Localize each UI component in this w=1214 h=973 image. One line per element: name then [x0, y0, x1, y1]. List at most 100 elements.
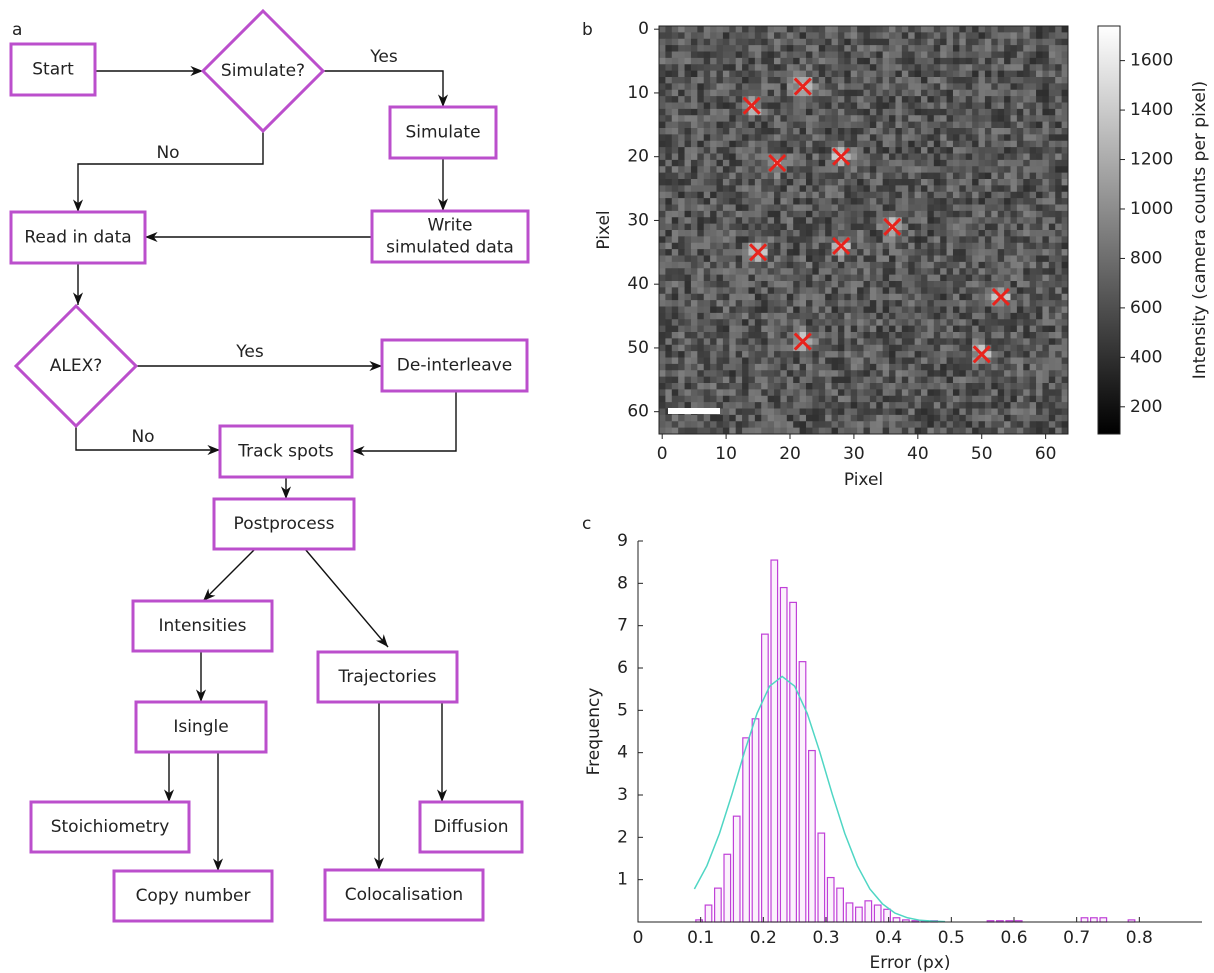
noise-pixel [946, 255, 954, 263]
noise-pixel [780, 376, 788, 384]
noise-pixel [690, 249, 698, 256]
noise-pixel [805, 64, 813, 72]
noise-pixel [665, 427, 673, 434]
noise-pixel [914, 300, 922, 307]
noise-pixel [786, 108, 794, 116]
noise-pixel [914, 408, 922, 416]
noise-pixel [780, 249, 788, 256]
noise-pixel [735, 363, 743, 371]
noise-pixel [997, 96, 1005, 103]
noise-pixel [742, 121, 749, 129]
noise-pixel [959, 204, 967, 212]
noise-pixel [959, 172, 967, 180]
process-box [218, 424, 354, 479]
noise-pixel [940, 312, 947, 320]
noise-pixel [825, 312, 832, 320]
noise-pixel [857, 306, 864, 314]
noise-pixel [665, 128, 673, 135]
noise-pixel [831, 51, 839, 59]
noise-pixel [921, 312, 928, 320]
noise-pixel [959, 376, 967, 384]
noise-pixel [799, 402, 807, 409]
noise-pixel [997, 344, 1005, 352]
noise-pixel [786, 134, 794, 142]
noise-pixel [659, 179, 666, 186]
noise-pixel [1042, 389, 1050, 397]
noise-pixel [825, 185, 832, 193]
noise-pixel [933, 281, 941, 288]
noise-pixel [991, 115, 999, 123]
noise-pixel [933, 383, 941, 390]
noise-pixel [952, 408, 960, 416]
panel-label: b [582, 20, 593, 40]
noise-pixel [684, 338, 692, 346]
noise-pixel [697, 147, 705, 154]
noise-pixel [837, 57, 845, 65]
noise-pixel [1023, 64, 1031, 72]
noise-pixel [703, 166, 711, 174]
noise-pixel [940, 338, 947, 346]
noise-pixel [690, 121, 698, 129]
noise-pixel [805, 268, 813, 276]
noise-pixel [997, 77, 1005, 84]
noise-pixel [812, 159, 820, 167]
noise-pixel [678, 108, 685, 116]
noise-pixel [812, 370, 820, 378]
noise-pixel [869, 338, 877, 346]
noise-pixel [1048, 402, 1056, 409]
noise-pixel [684, 274, 692, 282]
y-tick-label: 10 [627, 83, 649, 103]
noise-pixel [1036, 198, 1043, 205]
noise-pixel [837, 198, 845, 205]
noise-pixel [965, 363, 973, 371]
noise-pixel [946, 96, 954, 103]
histogram-bar [808, 749, 816, 923]
noise-pixel [1004, 128, 1011, 135]
noise-pixel [908, 338, 916, 346]
noise-pixel [876, 134, 884, 142]
noise-pixel [703, 172, 711, 180]
noise-pixel [729, 230, 737, 237]
noise-pixel [825, 108, 832, 116]
noise-pixel [844, 134, 852, 142]
noise-pixel [933, 57, 941, 65]
noise-pixel [665, 96, 673, 103]
noise-pixel [818, 414, 826, 422]
noise-pixel [997, 191, 1005, 199]
noise-pixel [703, 51, 711, 59]
noise-pixel [742, 351, 749, 358]
noise-pixel [774, 319, 781, 327]
noise-pixel [991, 26, 999, 33]
noise-pixel [933, 51, 941, 59]
noise-pixel [818, 332, 826, 339]
noise-pixel [729, 89, 737, 97]
noise-pixel [889, 140, 896, 148]
noise-pixel [697, 26, 705, 33]
noise-pixel [735, 427, 743, 434]
noise-pixel [959, 319, 967, 327]
noise-pixel [933, 325, 941, 333]
noise-pixel [921, 338, 928, 346]
noise-pixel [837, 134, 845, 142]
noise-pixel [933, 332, 941, 339]
noise-pixel [1061, 115, 1068, 123]
noise-pixel [952, 395, 960, 403]
noise-pixel [659, 427, 666, 434]
noise-pixel [984, 166, 992, 174]
noise-pixel [1029, 217, 1037, 225]
noise-pixel [703, 421, 711, 429]
noise-pixel [946, 376, 954, 384]
noise-pixel [716, 108, 724, 116]
noise-pixel [1036, 166, 1043, 174]
noise-pixel [933, 389, 941, 397]
noise-pixel [921, 306, 928, 314]
noise-pixel [812, 153, 820, 161]
noise-pixel [921, 402, 928, 409]
noise-pixel [761, 414, 769, 422]
noise-pixel [869, 179, 877, 186]
noise-pixel [940, 38, 947, 46]
noise-pixel [729, 64, 737, 72]
noise-pixel [786, 255, 794, 263]
noise-pixel [933, 70, 941, 78]
noise-pixel [933, 293, 941, 301]
